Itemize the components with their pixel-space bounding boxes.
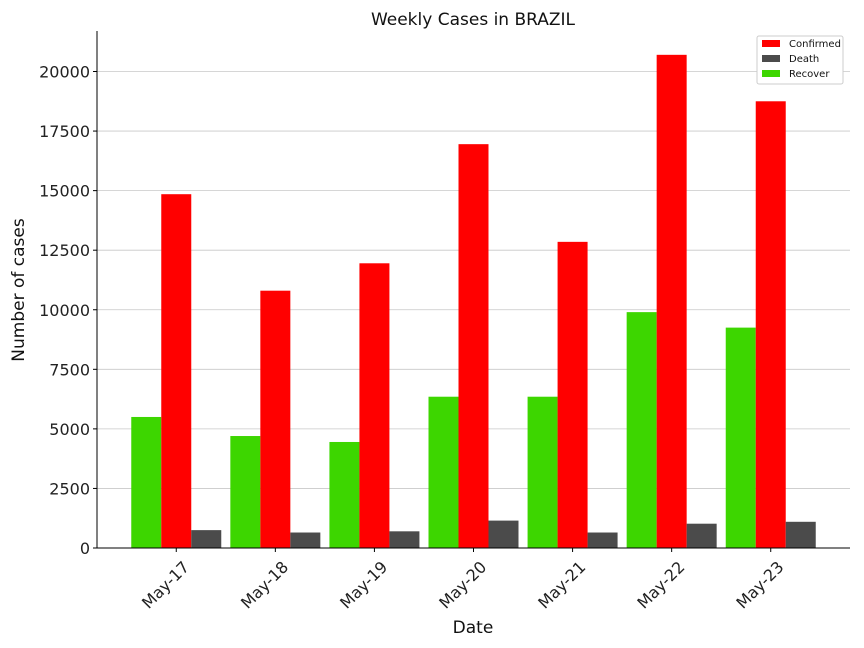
y-ticks: 0 2500 5000 7500 10000 12500 15000 17500 20000 xyxy=(39,63,97,558)
y-tick-label: 17500 xyxy=(39,122,90,141)
bar-death xyxy=(191,530,222,548)
bar-confirmed xyxy=(458,144,489,548)
x-tick-label: May-20 xyxy=(435,557,490,612)
bar-recover xyxy=(230,436,261,548)
legend: Confirmed Death Recover xyxy=(756,35,844,85)
x-axis-title: Date xyxy=(453,618,494,638)
y-tick-label: 20000 xyxy=(39,63,90,82)
bar-death xyxy=(488,520,519,548)
bar-confirmed xyxy=(656,54,687,548)
legend-label-recover: Recover xyxy=(789,69,830,80)
bar-confirmed xyxy=(260,290,291,548)
x-ticks: May-17 May-18 May-19 May-20 May-21 May-22 May-… xyxy=(138,548,788,613)
bar-confirmed xyxy=(755,101,786,548)
y-tick-label: 12500 xyxy=(39,241,90,260)
bar-recover xyxy=(131,416,162,548)
x-tick-label: May-17 xyxy=(138,557,193,612)
legend-label-confirmed: Confirmed xyxy=(789,39,841,50)
bar-recover xyxy=(626,312,657,548)
y-tick-label: 15000 xyxy=(39,182,90,201)
legend-swatch-death xyxy=(762,55,780,62)
bar-confirmed xyxy=(557,241,588,549)
bar-confirmed xyxy=(359,263,390,548)
legend-label-death: Death xyxy=(789,54,819,65)
legend-swatch-confirmed xyxy=(762,40,780,47)
legend-swatch-recover xyxy=(762,70,780,77)
y-tick-label: 5000 xyxy=(49,420,90,439)
x-tick-label: May-21 xyxy=(534,557,589,612)
bar-recover xyxy=(428,396,459,548)
bars xyxy=(131,54,816,549)
bar-death xyxy=(389,531,420,548)
chart-title: Weekly Cases in BRAZIL xyxy=(371,10,576,30)
bar-recover xyxy=(527,396,558,548)
y-tick-label: 10000 xyxy=(39,301,90,320)
y-tick-label: 0 xyxy=(80,539,90,558)
y-tick-label: 7500 xyxy=(49,360,90,379)
y-tick-label: 2500 xyxy=(49,479,90,498)
x-tick-label: May-22 xyxy=(633,557,688,612)
bar-death xyxy=(785,521,816,548)
bar-death xyxy=(587,532,618,548)
x-tick-label: May-19 xyxy=(336,557,391,612)
bar-recover xyxy=(329,441,360,548)
x-tick-label: May-18 xyxy=(237,557,292,612)
bar-death xyxy=(686,523,717,548)
bar-death xyxy=(290,532,321,548)
bar-confirmed xyxy=(161,194,192,549)
bar-recover xyxy=(725,327,756,548)
y-axis-title: Number of cases xyxy=(9,218,29,362)
x-tick-label: May-23 xyxy=(732,557,787,612)
